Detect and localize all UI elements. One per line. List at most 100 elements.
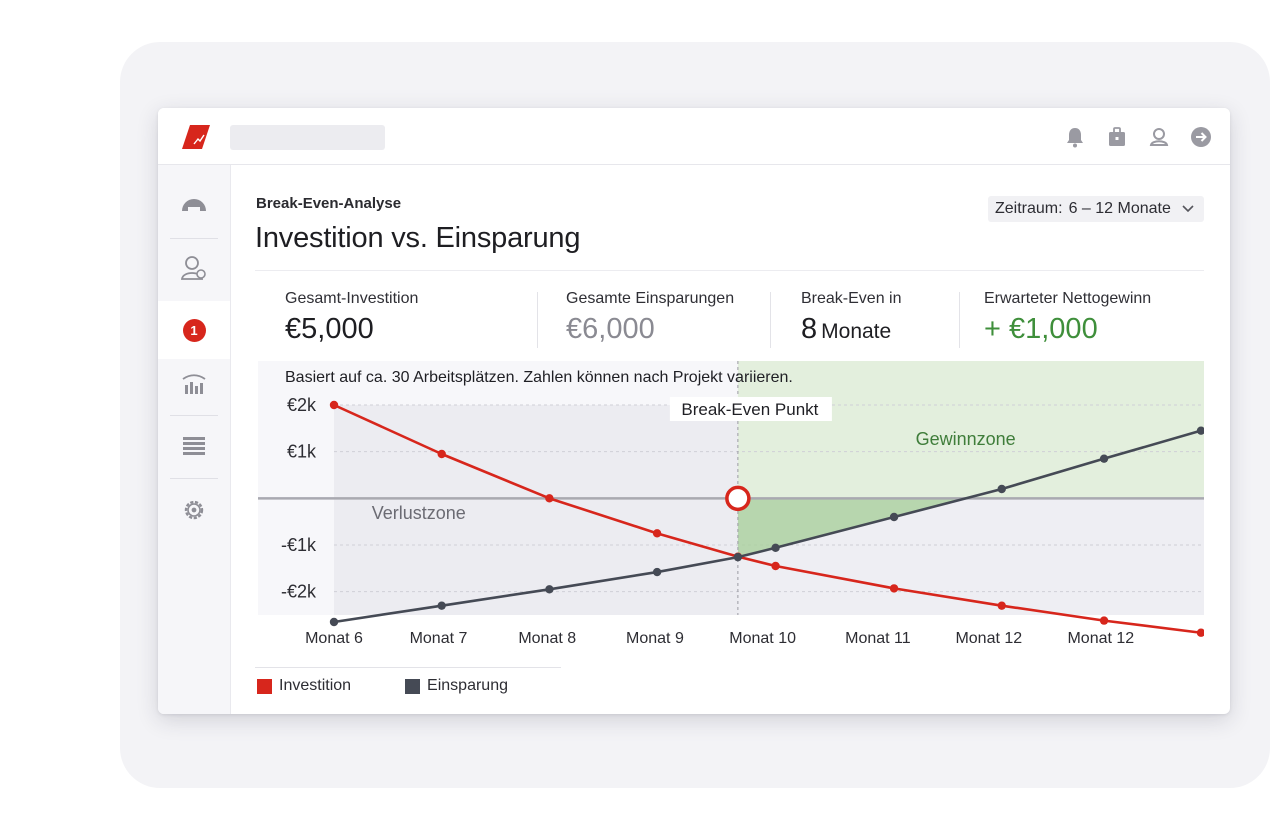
kpi-separator: [537, 292, 538, 348]
kpi-divider: [255, 270, 1204, 271]
data-point-investition: [771, 561, 780, 571]
legend-divider: [255, 667, 561, 668]
data-point-investition: [1196, 628, 1204, 637]
profit-zone-area: [737, 361, 1204, 499]
sidebar-item-notifications[interactable]: 1: [158, 301, 230, 359]
series-line-einsparung: [333, 429, 1202, 624]
chart-legend: Investition Einsparung: [257, 677, 508, 695]
data-point-investition: [997, 601, 1006, 610]
loss-zone-label: Verlustzone: [372, 503, 466, 523]
notification-badge: 1: [182, 318, 206, 342]
data-point-einsparung: [329, 617, 339, 627]
x-tick-label: Monat 12: [1067, 630, 1134, 647]
break-even-label: Break-Even Punkt: [681, 400, 818, 419]
kpi-value: + €1,000: [984, 313, 1098, 345]
data-point-investition: [329, 400, 339, 410]
legend-item-investition[interactable]: Investition: [257, 677, 351, 695]
sidebar-item-dashboard[interactable]: [158, 177, 230, 233]
break-even-chart: Basiert auf ca. 30 Arbeitsplätzen. Zahle…: [258, 361, 1204, 661]
kpi-value: €5,000: [285, 313, 374, 345]
time-range-select[interactable]: Zeitraum: 6 – 12 Monate: [988, 196, 1204, 222]
profit-zone-label: Gewinnzone: [916, 429, 1016, 449]
range-label: Zeitraum:: [995, 200, 1063, 217]
sidebar-item-list[interactable]: [158, 418, 230, 474]
data-point-einsparung: [997, 484, 1006, 494]
legend-item-einsparung[interactable]: Einsparung: [405, 677, 508, 695]
x-tick-label: Monat 10: [729, 630, 796, 647]
kpi-total-investment: Gesamt-Investition €5,000: [285, 290, 418, 346]
data-point-investition: [545, 494, 554, 503]
data-point-einsparung: [1099, 454, 1109, 463]
kpi-number: 8: [801, 313, 818, 345]
kpi-label: Erwarteter Nettogewinn: [984, 290, 1152, 307]
kpi-label: Gesamt-Investition: [285, 290, 419, 307]
app-window: 1 Break-Even-Analyse Investition vs. Ein…: [158, 108, 1230, 714]
y-tick-label: €2k: [287, 395, 317, 415]
legend-label: Investition: [279, 677, 352, 694]
x-tick-label: Monat 9: [626, 630, 684, 647]
loss-zone-area: [334, 498, 738, 615]
data-point-einsparung: [437, 601, 446, 610]
sidebar-divider: [170, 238, 218, 239]
user-icon[interactable]: [1148, 126, 1170, 148]
page-eyebrow: Break-Even-Analyse: [256, 195, 402, 212]
data-point-einsparung: [545, 585, 554, 594]
legend-swatch: [405, 678, 421, 694]
y-tick-label: -€1k: [281, 535, 317, 555]
chart-svg: Basiert auf ca. 30 Arbeitsplätzen. Zahle…: [258, 361, 1204, 647]
kpi-unit: Monate: [821, 320, 892, 343]
kpi-value: €6,000: [566, 313, 655, 345]
kpi-total-savings: Gesamte Einsparungen €6,000: [566, 290, 734, 346]
legend-label: Einsparung: [427, 677, 508, 694]
data-point-einsparung: [1196, 426, 1204, 435]
kpi-label: Gesamte Einsparungen: [566, 290, 735, 307]
x-tick-label: Monat 7: [410, 630, 468, 647]
bell-icon[interactable]: [1064, 126, 1086, 148]
sidebar: 1: [158, 165, 231, 714]
y-tick-label: €1k: [287, 442, 317, 462]
range-value: 6 – 12 Monate: [1068, 200, 1171, 217]
series-line-investition: [333, 403, 1202, 635]
x-tick-label: Monat 11: [845, 630, 911, 647]
list-icon: [183, 437, 205, 455]
legend-swatch: [257, 678, 272, 694]
kpi-value: 8 Monate: [801, 313, 902, 346]
users-icon: [180, 256, 206, 280]
kpi-separator: [770, 292, 771, 348]
sidebar-item-analytics[interactable]: [158, 356, 230, 412]
kpi-label: Break-Even in: [801, 290, 902, 307]
sidebar-divider: [170, 478, 218, 479]
data-point-investition: [1099, 616, 1109, 625]
data-point-einsparung: [889, 512, 899, 522]
kpi-separator: [959, 292, 960, 348]
sidebar-divider: [170, 415, 218, 416]
page-title: Investition vs. Einsparung: [255, 222, 581, 254]
sidebar-item-users[interactable]: [158, 240, 230, 296]
brand-logo: [182, 125, 210, 149]
main-content: Break-Even-Analyse Investition vs. Einsp…: [231, 165, 1230, 714]
briefcase-icon[interactable]: [1106, 126, 1128, 148]
analytics-chart-icon: [182, 374, 206, 394]
data-point-investition: [889, 584, 899, 593]
data-point-einsparung: [733, 552, 743, 562]
data-point-investition: [437, 449, 446, 459]
data-point-einsparung: [771, 543, 780, 552]
data-point-einsparung: [652, 567, 662, 577]
settings-gear-icon: [184, 500, 204, 520]
chart-note: Basiert auf ca. 30 Arbeitsplätzen. Zahle…: [285, 369, 793, 386]
x-tick-label: Monat 12: [955, 630, 1022, 647]
y-tick-label: -€2k: [281, 582, 317, 602]
x-tick-label: Monat 6: [305, 630, 363, 647]
x-tick-label: Monat 8: [518, 630, 576, 647]
break-even-label-bg: [669, 397, 832, 421]
kpi-break-even: Break-Even in 8 Monate: [801, 290, 902, 346]
break-even-marker-center: [733, 493, 743, 503]
data-point-investition: [652, 529, 662, 538]
top-search-placeholder[interactable]: [230, 125, 385, 150]
dashboard-gauge-icon: [182, 199, 206, 211]
arrow-right-circle-icon[interactable]: [1190, 126, 1212, 148]
chevron-down-icon: [1182, 205, 1194, 213]
sidebar-item-settings[interactable]: [158, 482, 230, 538]
top-bar: [158, 108, 1230, 165]
kpi-net-profit: Erwarteter Nettogewinn + €1,000: [984, 290, 1151, 346]
